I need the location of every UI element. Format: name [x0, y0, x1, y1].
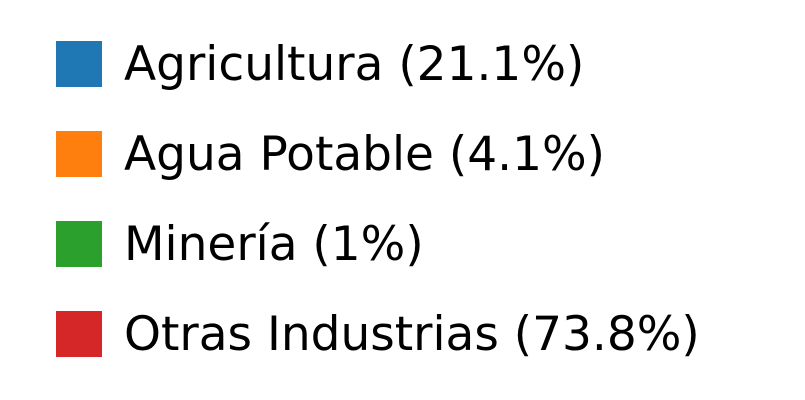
legend-label: Minería (1%) [124, 216, 424, 272]
legend-label: Agricultura (21.1%) [124, 36, 585, 92]
legend-label: Agua Potable (4.1%) [124, 126, 605, 182]
legend-item: Agua Potable (4.1%) [56, 109, 700, 199]
legend-swatch [56, 221, 102, 267]
chart-legend: Agricultura (21.1%) Agua Potable (4.1%) Mi… [56, 19, 700, 379]
legend-item: Otras Industrias (73.8%) [56, 289, 700, 379]
legend-item: Minería (1%) [56, 199, 700, 289]
legend-swatch [56, 131, 102, 177]
legend-label: Otras Industrias (73.8%) [124, 306, 700, 362]
legend-item: Agricultura (21.1%) [56, 19, 700, 109]
legend-swatch [56, 311, 102, 357]
legend-swatch [56, 41, 102, 87]
